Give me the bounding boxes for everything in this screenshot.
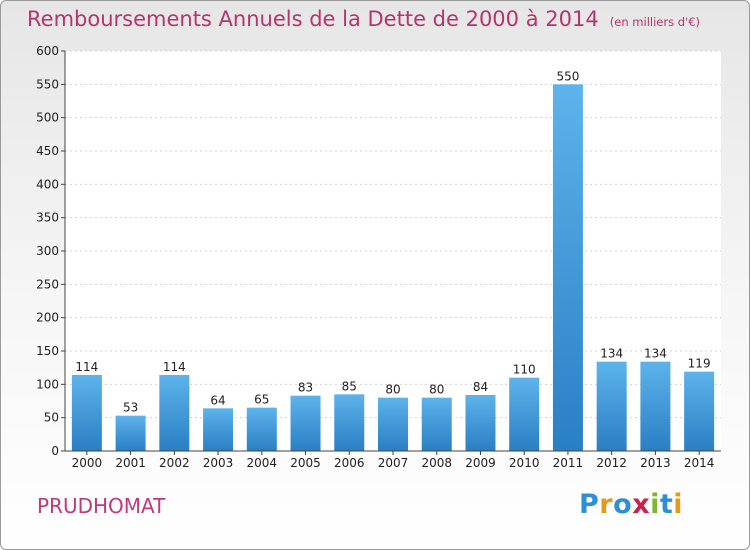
data-label-2009: 84: [473, 380, 488, 394]
data-label-2003: 64: [210, 393, 225, 407]
chart-title: Remboursements Annuels de la Dette de 20…: [27, 7, 700, 31]
x-tick-label-2011: 2011: [553, 456, 584, 470]
y-tick-label: 600: [36, 44, 59, 58]
y-tick-label: 550: [36, 77, 59, 91]
logo-letter: t: [659, 489, 674, 520]
x-tick-label-2003: 2003: [203, 456, 234, 470]
bar-2012: [596, 361, 627, 451]
logo-letter: i: [650, 489, 660, 520]
logo-letter: r: [599, 489, 614, 520]
logo-letter: x: [632, 489, 651, 520]
y-tick-label: 400: [36, 177, 59, 191]
chart-title-main: Remboursements Annuels de la Dette de 20…: [27, 7, 599, 31]
bar-2002: [159, 375, 190, 451]
bar-2010: [509, 377, 540, 451]
y-tick-label: 200: [36, 311, 59, 325]
y-tick-label: 100: [36, 377, 59, 391]
data-label-2014: 119: [688, 357, 711, 371]
bar-2004: [246, 407, 277, 451]
x-tick-label-2007: 2007: [378, 456, 409, 470]
bar-2011: [552, 84, 583, 451]
y-tick-label: 300: [36, 244, 59, 258]
bar-2001: [115, 415, 146, 451]
y-tick-label: 500: [36, 111, 59, 125]
data-label-2011: 550: [556, 69, 579, 83]
x-tick-label-2014: 2014: [684, 456, 715, 470]
data-label-2000: 114: [75, 360, 98, 374]
logo-letter: P: [579, 489, 600, 520]
data-label-2007: 80: [385, 383, 400, 397]
data-label-2001: 53: [123, 401, 138, 415]
x-tick-label-2009: 2009: [465, 456, 496, 470]
y-tick-label: 250: [36, 277, 59, 291]
x-tick-label-2006: 2006: [334, 456, 365, 470]
bar-2014: [684, 371, 715, 451]
data-label-2010: 110: [513, 363, 536, 377]
bar-2013: [640, 361, 671, 451]
logo-letter: o: [613, 489, 633, 520]
data-label-2005: 83: [298, 381, 313, 395]
y-tick-label: 350: [36, 211, 59, 225]
x-tick-label-2008: 2008: [421, 456, 452, 470]
x-tick-label-2004: 2004: [247, 456, 278, 470]
bar-2000: [71, 375, 102, 451]
bar-2008: [421, 397, 452, 451]
bar-2009: [465, 395, 496, 451]
bar-2003: [203, 408, 234, 451]
x-tick-label-2012: 2012: [596, 456, 627, 470]
y-tick-label: 0: [51, 444, 59, 458]
data-label-2002: 114: [163, 360, 186, 374]
x-tick-label-2005: 2005: [290, 456, 321, 470]
bar-2006: [334, 394, 365, 451]
y-tick-label: 450: [36, 144, 59, 158]
bar-2007: [378, 397, 408, 451]
y-tick-label: 150: [36, 344, 59, 358]
data-label-2004: 65: [254, 393, 269, 407]
chart-title-unit: (en milliers d'€): [609, 15, 700, 29]
x-tick-label-2013: 2013: [640, 456, 671, 470]
logo-letter: i: [673, 489, 684, 520]
data-label-2008: 80: [429, 383, 444, 397]
x-tick-label-2002: 2002: [159, 456, 190, 470]
proxiti-logo: Proxiti: [579, 489, 683, 520]
x-tick-label-2001: 2001: [115, 456, 146, 470]
city-name: PRUDHOMAT: [37, 494, 166, 518]
bar-2005: [290, 395, 321, 451]
x-tick-label-2010: 2010: [509, 456, 540, 470]
data-label-2013: 134: [644, 347, 667, 361]
y-tick-label: 50: [44, 411, 59, 425]
x-tick-label-2000: 2000: [72, 456, 103, 470]
data-label-2006: 85: [342, 379, 357, 393]
data-label-2012: 134: [600, 347, 623, 361]
